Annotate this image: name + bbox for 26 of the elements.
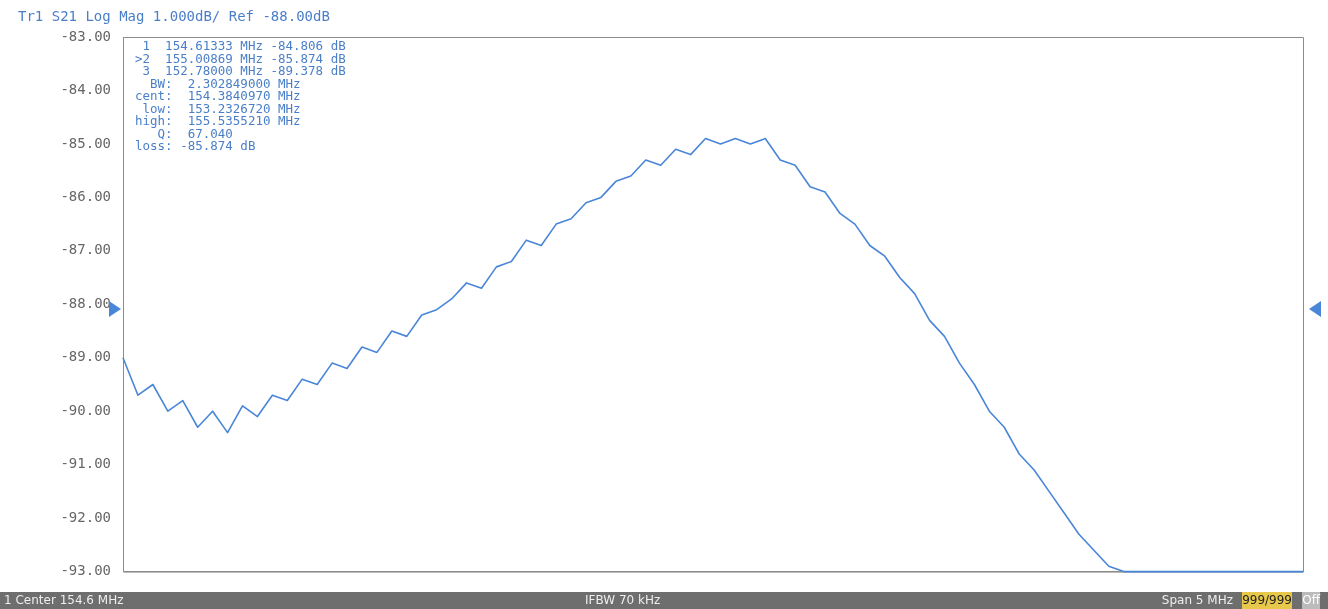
annotation: low: 153.2326720 MHz — [142, 100, 301, 116]
annotation: >2 155.00869 MHz -85.874 dB — [135, 50, 346, 66]
y-tick-label: -90.00 — [60, 401, 111, 418]
text: Span 5 MHz — [1161, 592, 1233, 609]
y-tick-label: -93.00 — [60, 562, 111, 579]
y-tick-label: -89.00 — [60, 348, 111, 365]
y-tick-label: -92.00 — [60, 508, 111, 525]
chart-title: Tr1 S21 Log Mag 1.000dB/ Ref -88.00dB — [18, 8, 330, 24]
y-tick-label: -85.00 — [60, 134, 111, 151]
text: 999/999 — [1242, 592, 1292, 609]
annotation: loss: -85.874 dB — [135, 138, 256, 153]
annotation: BW: 2.302849000 MHz — [150, 75, 301, 91]
y-tick-label: -84.00 — [60, 81, 111, 98]
y-tick-label: -88.00 — [60, 294, 111, 311]
annotation: high: 155.5355210 MHz — [135, 113, 301, 128]
text: IFBW 70 kHz — [585, 592, 661, 609]
annotation: 3 152.78000 MHz -89.378 dB — [142, 63, 346, 78]
annotation: cent: 154.3840970 MHz — [135, 88, 301, 103]
text: 1 Center 154.6 MHz — [4, 592, 124, 609]
y-tick-label: -91.00 — [60, 455, 111, 472]
y-tick-label: -83.00 — [60, 27, 111, 44]
y-tick-label: -86.00 — [60, 188, 111, 205]
text: Off — [1302, 592, 1320, 609]
annotation: Q: 67.040 — [157, 125, 233, 141]
annotation: 1 154.61333 MHz -84.806 dB — [142, 38, 346, 53]
y-tick-label: -87.00 — [60, 241, 111, 258]
